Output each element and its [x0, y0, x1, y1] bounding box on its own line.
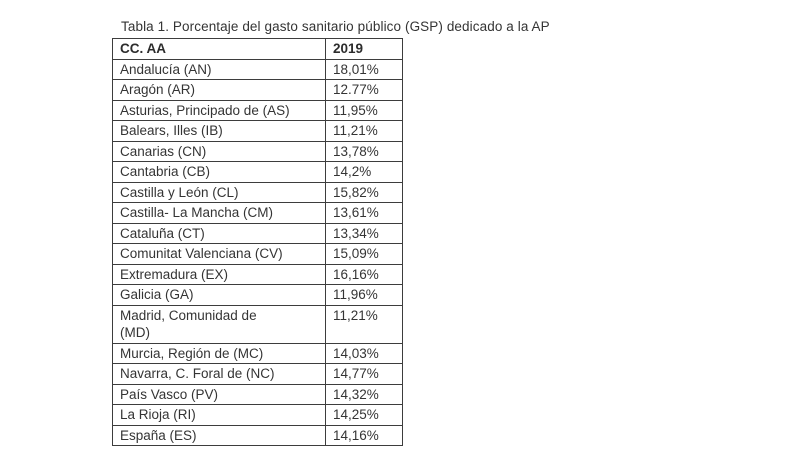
table-row: Canarias (CN) 13,78% — [112, 140, 403, 162]
table-row: Comunitat Valenciana (CV) 15,09% — [112, 243, 403, 265]
table-row: Asturias, Principado de (AS) 11,95% — [112, 99, 403, 121]
region-cell: Cantabria (CB) — [112, 161, 326, 183]
region-cell: Castilla y León (CL) — [112, 181, 326, 203]
region-cell: Castilla- La Mancha (CM) — [112, 202, 326, 224]
table-row: Balears, Illes (IB) 11,21% — [112, 120, 403, 142]
table-row: La Rioja (RI) 14,25% — [112, 404, 403, 426]
region-cell: Madrid, Comunidad de (MD) — [112, 304, 326, 344]
value-cell: 11,21% — [325, 304, 403, 344]
value-cell: 12.77% — [325, 79, 403, 101]
table-body: Andalucía (AN) 18,01% Aragón (AR) 12.77% Ast… — [112, 58, 403, 446]
table-row: Navarra, C. Foral de (NC) 14,77% — [112, 363, 403, 385]
gsp-table: CC. AA 2019 Andalucía (AN) 18,01% Aragón (… — [112, 38, 403, 446]
column-header-2019: 2019 — [325, 38, 403, 60]
value-cell: 14,16% — [325, 424, 403, 446]
region-cell: Aragón (AR) — [112, 79, 326, 101]
table-row: Extremadura (EX) 16,16% — [112, 263, 403, 285]
value-cell: 15,09% — [325, 243, 403, 265]
value-cell: 14,77% — [325, 363, 403, 385]
table-row: Castilla- La Mancha (CM) 13,61% — [112, 202, 403, 224]
region-cell: Andalucía (AN) — [112, 58, 326, 80]
region-cell: La Rioja (RI) — [112, 404, 326, 426]
value-cell: 14,03% — [325, 342, 403, 364]
value-cell: 16,16% — [325, 263, 403, 285]
region-cell: Cataluña (CT) — [112, 222, 326, 244]
value-cell: 15,82% — [325, 181, 403, 203]
table-row: Murcia, Región de (MC) 14,03% — [112, 342, 403, 364]
value-cell: 13,34% — [325, 222, 403, 244]
region-cell: Extremadura (EX) — [112, 263, 326, 285]
value-cell: 14,2% — [325, 161, 403, 183]
region-cell: Galicia (GA) — [112, 284, 326, 306]
value-cell: 11,21% — [325, 120, 403, 142]
value-cell: 13,78% — [325, 140, 403, 162]
table-row: País Vasco (PV) 14,32% — [112, 383, 403, 405]
table-row: Galicia (GA) 11,96% — [112, 284, 403, 306]
region-cell: Murcia, Región de (MC) — [112, 342, 326, 364]
region-cell: Comunitat Valenciana (CV) — [112, 243, 326, 265]
value-cell: 18,01% — [325, 58, 403, 80]
table-row: Cantabria (CB) 14,2% — [112, 161, 403, 183]
region-cell: Canarias (CN) — [112, 140, 326, 162]
table-row: España (ES) 14,16% — [112, 424, 403, 446]
region-cell: País Vasco (PV) — [112, 383, 326, 405]
header-row: CC. AA 2019 — [112, 38, 403, 60]
table-row: Cataluña (CT) 13,34% — [112, 222, 403, 244]
region-cell: Balears, Illes (IB) — [112, 120, 326, 142]
region-cell: Navarra, C. Foral de (NC) — [112, 363, 326, 385]
table-title: Tabla 1. Porcentaje del gasto sanitario … — [121, 19, 550, 34]
column-header-ccaa: CC. AA — [112, 38, 326, 60]
table-row: Madrid, Comunidad de (MD) 11,21% — [112, 304, 403, 344]
value-cell: 13,61% — [325, 202, 403, 224]
value-cell: 14,25% — [325, 404, 403, 426]
value-cell: 14,32% — [325, 383, 403, 405]
value-cell: 11,96% — [325, 284, 403, 306]
region-cell: Asturias, Principado de (AS) — [112, 99, 326, 121]
table-row: Aragón (AR) 12.77% — [112, 79, 403, 101]
table-row: Andalucía (AN) 18,01% — [112, 58, 403, 80]
region-cell: España (ES) — [112, 424, 326, 446]
value-cell: 11,95% — [325, 99, 403, 121]
table-row: Castilla y León (CL) 15,82% — [112, 181, 403, 203]
